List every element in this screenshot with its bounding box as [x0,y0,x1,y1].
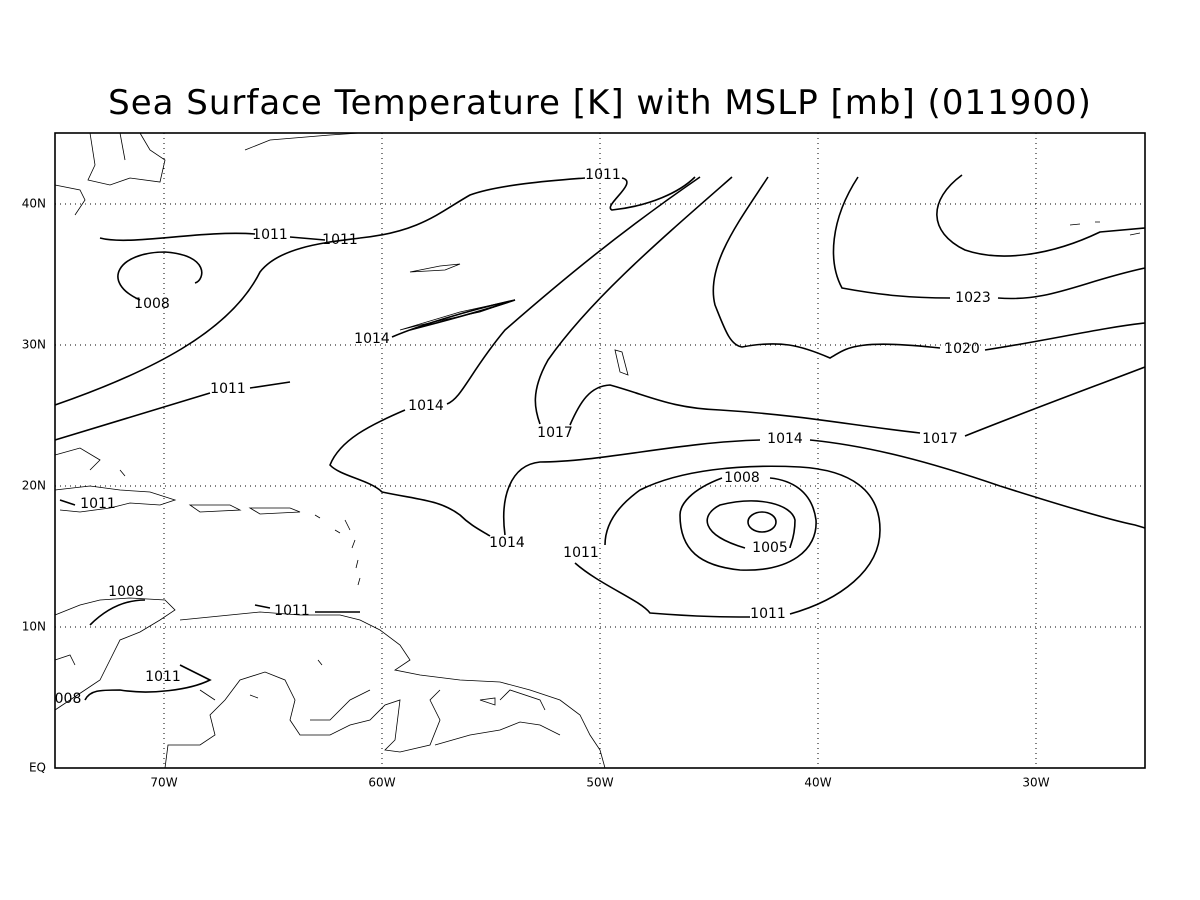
lat-labels: EQ 10N 20N 30N 40N [22,197,46,775]
contour-label: 1005 [752,540,788,556]
contour-label: 1008 [724,470,760,486]
contour-label: 1014 [354,331,390,347]
frame [54,132,1146,769]
contour-label: 1011 [80,496,116,512]
contour-label: 1014 [767,431,803,447]
contour-labels: 1011 1011 1011 1008 1014 1011 1014 1017 1014 1017… [55,167,991,707]
contour-label: 1020 [944,341,980,357]
contour-label: 1011 [252,227,288,243]
contour-label: 008 [55,691,82,707]
lon-label: 60W [368,776,395,790]
contour-label: 1011 [210,381,246,397]
contour-label: 1017 [922,431,958,447]
contour-label: 1014 [408,398,444,414]
contour-label: 1017 [537,425,573,441]
lat-label: EQ [29,761,46,775]
contour-label: 1011 [585,167,621,183]
lat-label: 10N [22,620,46,634]
lon-label: 30W [1022,776,1049,790]
contour-label: 1008 [108,584,144,600]
contour-label: 1011 [750,606,786,622]
lon-label: 70W [150,776,177,790]
map-title: Sea Surface Temperature [K] with MSLP [m… [108,83,1092,123]
lon-labels: 70W 60W 50W 40W 30W [150,776,1049,790]
isobars [54,174,1146,701]
graticule [55,133,1145,768]
contour-label: 1011 [145,669,181,685]
lon-label: 40W [804,776,831,790]
lat-label: 30N [22,338,46,352]
lat-label: 20N [22,479,46,493]
contour-label: 1014 [489,535,525,551]
lat-label: 40N [22,197,46,211]
coastlines [54,132,1141,769]
contour-label: 1008 [134,296,170,312]
contour-label: 1011 [322,232,358,248]
contour-label: 1011 [274,603,310,619]
contour-label: 1023 [955,290,991,306]
lon-label: 50W [586,776,613,790]
contour-label: 1011 [563,545,599,561]
